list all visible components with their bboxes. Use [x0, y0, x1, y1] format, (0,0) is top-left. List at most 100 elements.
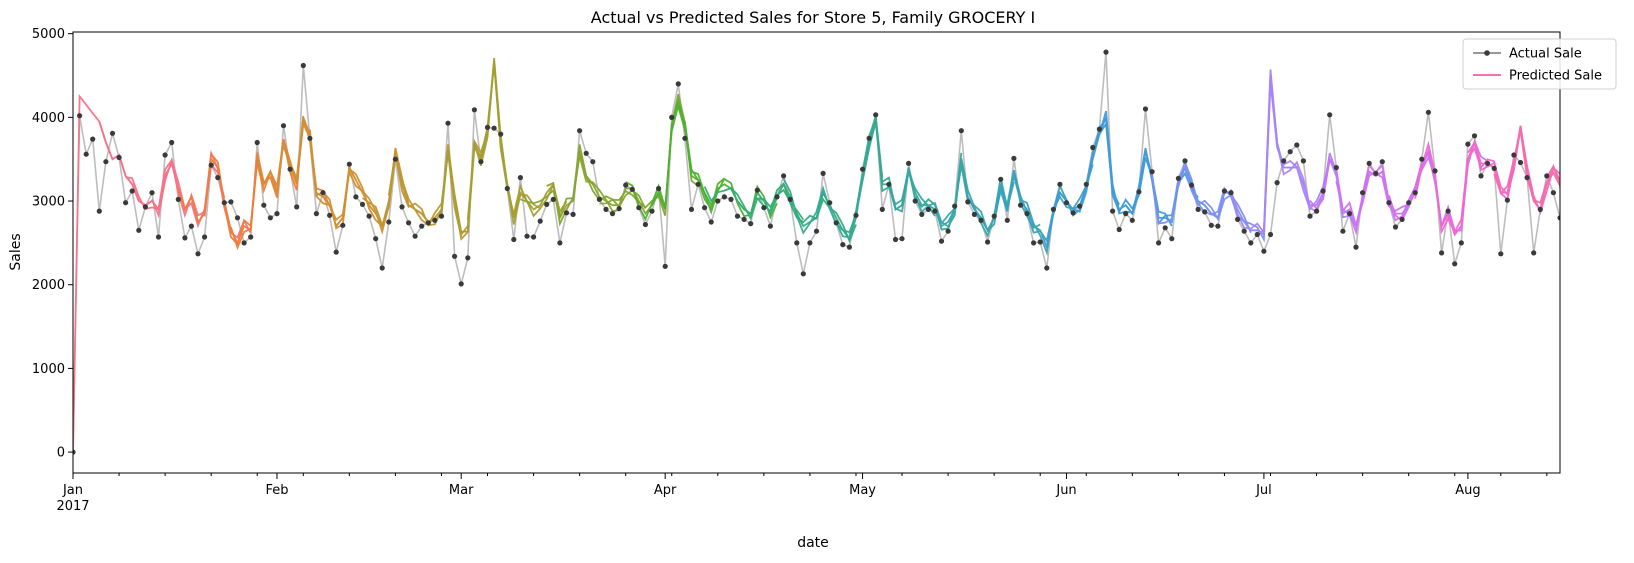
predicted-sale-window-36 [1020, 121, 1121, 256]
actual-sale-point [1090, 144, 1096, 151]
actual-sale-point [892, 236, 899, 243]
actual-sale-point [1142, 106, 1149, 112]
actual-sale-point [1425, 109, 1431, 115]
actual-sale-point [741, 216, 747, 222]
actual-sale-point [1412, 190, 1418, 196]
actual-sale-point [998, 176, 1004, 182]
actual-sale-point [517, 175, 524, 181]
actual-sale-point [754, 187, 760, 193]
actual-sale-point [1077, 203, 1083, 209]
predicted-sale-window-35 [993, 164, 1094, 244]
actual-sale-point [827, 200, 833, 206]
actual-sale-point [807, 240, 813, 246]
actual-sale-point [83, 151, 89, 157]
x-tick-label: Apr [654, 483, 677, 498]
y-tick-label: 5000 [32, 27, 65, 42]
actual-sale-point [794, 240, 800, 246]
actual-sale-point [346, 161, 352, 167]
actual-sale-point [748, 221, 754, 227]
actual-sale-point [596, 196, 603, 202]
actual-sale-point [432, 217, 438, 223]
actual-sale-point [1261, 248, 1267, 254]
actual-sale-point [248, 234, 254, 240]
actual-sale-point [570, 211, 576, 217]
actual-sale-point [991, 213, 997, 219]
actual-sale-point [261, 202, 267, 208]
x-axis-label: date [797, 535, 829, 551]
actual-sale-point [1235, 216, 1241, 222]
actual-sale-point [1491, 165, 1497, 171]
actual-sale-point [550, 196, 556, 202]
actual-sale-point [1537, 206, 1543, 212]
predicted-sale-window-29 [835, 122, 936, 239]
actual-sale-point [1083, 181, 1089, 187]
actual-sale-point [221, 200, 227, 206]
actual-sale-point [1360, 190, 1366, 196]
actual-sale-point [616, 206, 622, 212]
actual-sale-point [353, 194, 359, 200]
actual-sale-point [912, 198, 918, 204]
actual-sale-point [767, 223, 774, 229]
actual-sale-point [465, 255, 471, 261]
actual-sale-point [1050, 206, 1056, 212]
x-tick-label: Jul [1255, 483, 1272, 498]
actual-sale-point [695, 181, 701, 187]
actual-sale-point [1195, 206, 1201, 212]
actual-sale-point [649, 208, 655, 214]
actual-sale-point [1346, 211, 1353, 217]
actual-sale-point [103, 159, 109, 165]
actual-sale-point [656, 185, 662, 192]
actual-sale-point [879, 206, 885, 212]
x-tick-label: Aug [1455, 483, 1480, 498]
predicted-sale-window-26 [756, 181, 857, 244]
actual-sale-point [169, 139, 175, 146]
actual-sale-point [1406, 200, 1412, 206]
actual-sale-point [1307, 213, 1313, 219]
actual-sale-point [629, 186, 635, 192]
plot-frame [72, 31, 1561, 474]
legend-label: Actual Sale [1509, 47, 1582, 62]
actual-sale-point [313, 211, 319, 217]
actual-sale-point [1110, 208, 1116, 214]
actual-sale-point [123, 200, 129, 206]
actual-sale-point [1353, 244, 1359, 250]
actual-sale-point [1044, 265, 1050, 271]
actual-sale-point [267, 215, 273, 221]
actual-sale-point [471, 107, 477, 113]
predicted-sale-window-41 [1151, 164, 1252, 234]
actual-sale-point [307, 135, 313, 141]
actual-sale-point [781, 173, 787, 179]
actual-sale-point [1432, 168, 1438, 174]
actual-sale-point [504, 185, 510, 192]
actual-sale-point [642, 221, 649, 228]
predicted-sale-window-15 [466, 58, 568, 225]
actual-sale-point [340, 222, 346, 228]
actual-sale-point [1300, 158, 1306, 164]
predicted-sale-window-17 [520, 155, 620, 221]
actual-sale-point [1156, 240, 1162, 246]
actual-sale-point [1478, 173, 1484, 179]
actual-sale-point [162, 152, 168, 158]
actual-sale-point [728, 196, 734, 202]
actual-sale-point [327, 212, 333, 218]
y-tick-label: 3000 [32, 195, 65, 210]
predicted-sale-window-30 [861, 117, 963, 231]
chart-title: Actual vs Predicted Sales for Store 5, F… [591, 8, 1035, 27]
actual-sale-point [662, 263, 668, 269]
actual-sale-point [498, 131, 504, 137]
legend-label: Predicted Sale [1509, 69, 1602, 84]
actual-sale-point [399, 204, 405, 210]
x-tick-label: Mar [449, 483, 474, 498]
actual-sale-point [860, 166, 866, 172]
actual-sale-point [195, 251, 201, 257]
actual-sale-line [73, 52, 1560, 453]
actual-sale-point [965, 199, 971, 205]
predicted-sale-window-20 [599, 93, 699, 216]
actual-sale-point [1228, 190, 1234, 196]
actual-sale-point [702, 205, 708, 211]
actual-sale-point [866, 135, 872, 141]
actual-sale-point [938, 238, 945, 244]
actual-sale-point [1531, 250, 1537, 256]
actual-sale-point [129, 188, 135, 194]
